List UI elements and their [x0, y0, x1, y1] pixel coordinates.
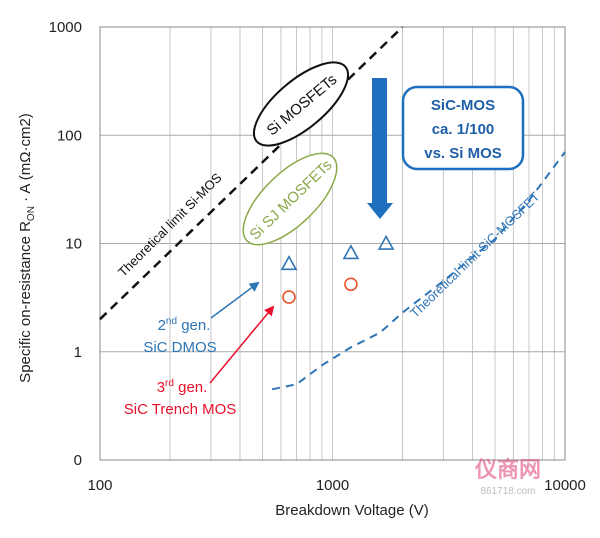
reduction-arrow-shaft [372, 78, 387, 203]
tick-labels: 100 1000 10000 0 1 10 100 1000 [49, 19, 586, 494]
dmos-pointer-arrow [210, 281, 260, 319]
theoretical-limit-lines [99, 26, 566, 391]
sic-theoretical-limit-line [271, 151, 566, 391]
dmos-label-num: 2 [158, 317, 166, 334]
y-tick-label: 0 [74, 452, 82, 469]
trench-circle-point [282, 290, 296, 304]
callout-line-3: vs. Si MOS [424, 145, 502, 162]
callout-frame [401, 85, 525, 171]
region-si-mosfets: Si MOSFETs [252, 61, 350, 147]
trench-label-rest: gen. [174, 379, 207, 396]
watermark-url: 861718.com [480, 486, 535, 497]
trench-label-line-2: SiC Trench MOS [124, 401, 237, 418]
trench-label-sup: rd [165, 378, 174, 389]
dmos-label-rest: gen. [177, 317, 210, 334]
x-axis-label: Breakdown Voltage (V) [275, 502, 428, 519]
si-sj-mosfets-ellipse [242, 152, 338, 246]
callout-box: SiC-MOS ca. 1/100 vs. Si MOS [401, 85, 525, 171]
watermark-brand: 仪商网 [474, 457, 541, 482]
plot-frame [99, 26, 566, 461]
trench-pointer-arrow [209, 305, 275, 384]
dmos-triangle-point [377, 234, 395, 250]
trench-circle-point [344, 277, 358, 292]
x-tick-label: 1000 [316, 477, 349, 494]
si-theoretical-limit-line [99, 26, 404, 321]
trench-label-line-1: 3rd gen. [157, 378, 208, 396]
y-tick-label: 100 [57, 127, 82, 144]
y-axis-label-tail: · A (mΩ·cm2) [17, 113, 34, 206]
dmos-label-line-1: 2nd gen. [158, 316, 211, 334]
dmos-label-sup: nd [166, 316, 177, 327]
callout-line-1: SiC-MOS [431, 97, 495, 114]
x-tick-label: 10000 [544, 477, 586, 494]
y-tick-label: 10 [65, 236, 82, 253]
dmos-label-line-2: SiC DMOS [143, 339, 216, 356]
dmos-triangle-point [342, 244, 360, 260]
callout-line-2: ca. 1/100 [432, 121, 495, 138]
x-tick-label: 100 [87, 477, 112, 494]
data-points [280, 234, 395, 304]
y-tick-label: 1000 [49, 19, 82, 36]
y-tick-label: 1 [74, 344, 82, 361]
dmos-triangle-point [280, 255, 298, 271]
reduction-arrow [367, 78, 393, 219]
watermark: 仪商网 861718.com [474, 457, 541, 497]
sic-limit-label: Theoretical limit SiC-MOSFET [407, 189, 543, 321]
y-axis-label-sub: ON [26, 206, 37, 221]
y-axis-label: Specific on-resistance RON · A (mΩ·cm2) [17, 113, 37, 383]
y-axis-label-main: Specific on-resistance R [17, 221, 34, 383]
trench-label-num: 3 [157, 379, 165, 396]
si-mosfets-ellipse [252, 61, 350, 147]
reduction-arrow-head [367, 203, 393, 219]
